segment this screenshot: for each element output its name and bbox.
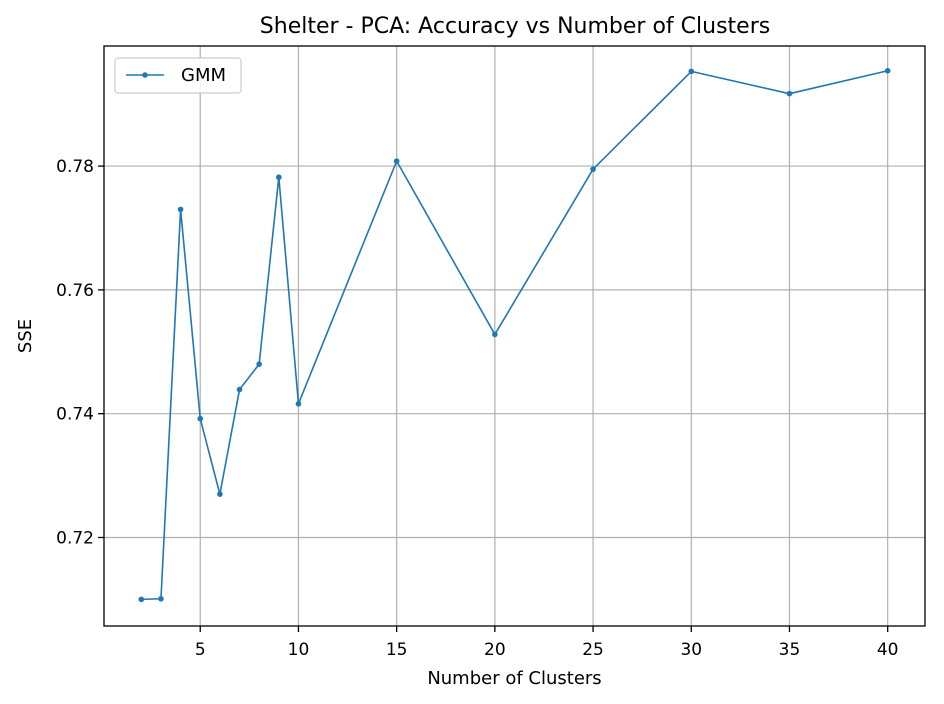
chart-title: Shelter - PCA: Accuracy vs Number of Clu…: [260, 14, 770, 39]
data-point: [492, 331, 498, 338]
data-point: [138, 596, 145, 603]
axis-ticks: 5 10 15 20 25 30 35 40 0.72 0.74 0.76 0.78: [56, 157, 898, 660]
legend-box: [114, 57, 242, 94]
data-point: [256, 361, 262, 367]
data-point: [786, 90, 793, 97]
legend: GMM: [114, 57, 242, 94]
data-point: [158, 595, 164, 602]
x-tick-label: 5: [195, 640, 206, 660]
y-tick-label: 0.72: [56, 528, 94, 548]
x-tick-label: 40: [877, 640, 899, 660]
data-point: [590, 166, 596, 172]
data-point: [884, 67, 891, 74]
x-tick-label: 25: [582, 640, 604, 660]
data-point: [295, 400, 302, 407]
legend-marker-gmm: [142, 72, 148, 78]
y-tick-label: 0.74: [56, 405, 94, 425]
plot-frame: [103, 45, 926, 627]
x-tick-label: 15: [386, 640, 408, 660]
series-layer: [138, 67, 891, 603]
x-axis-label: Number of Clusters: [427, 668, 601, 689]
legend-label-gmm: GMM: [181, 65, 226, 86]
grid-lines: [104, 46, 925, 626]
x-tick-label: 35: [779, 640, 801, 660]
data-point: [197, 415, 204, 422]
data-point: [393, 158, 400, 164]
x-tick-label: 20: [484, 640, 506, 660]
y-tick-label: 0.76: [56, 281, 94, 301]
x-tick-label: 10: [288, 640, 310, 660]
data-point: [177, 206, 184, 213]
series-line-gmm: [141, 69, 888, 601]
data-point: [236, 386, 243, 393]
x-tick-label: 30: [680, 640, 702, 660]
data-point: [688, 68, 695, 75]
y-tick-label: 0.78: [56, 157, 94, 177]
data-point: [276, 174, 282, 181]
data-point: [217, 491, 223, 497]
y-axis-label: SSE: [15, 319, 36, 353]
